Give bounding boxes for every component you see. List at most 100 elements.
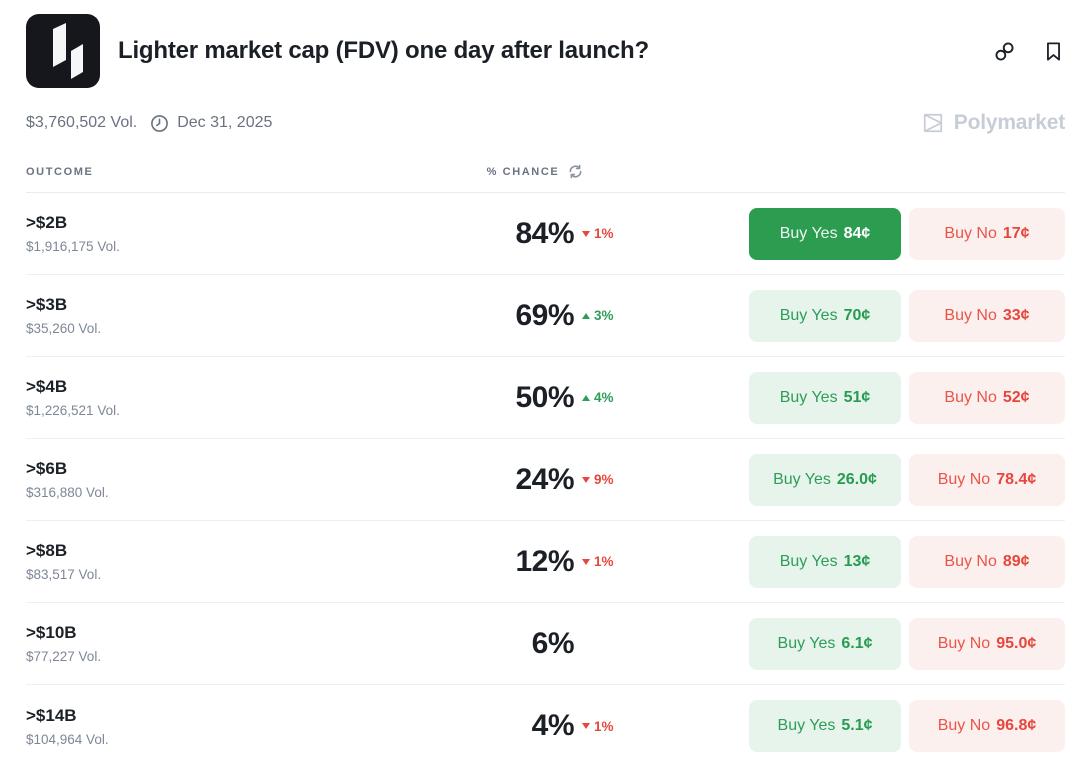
buy-no-button[interactable]: Buy No 17¢ (909, 207, 1065, 260)
chance-value: 6% (531, 626, 575, 660)
buy-yes-price: 13¢ (843, 552, 871, 570)
trade-actions: Buy Yes 70¢ Buy No 33¢ (749, 289, 1065, 342)
change-value: 1% (594, 718, 614, 734)
chance-cell: 6% (440, 627, 749, 661)
buy-no-button[interactable]: Buy No 52¢ (909, 371, 1065, 424)
clock-icon (151, 114, 169, 132)
bookmark-icon[interactable] (1042, 40, 1065, 63)
market-header: Lighter market cap (FDV) one day after l… (26, 14, 1065, 88)
market-rows: >$2B $1,916,175 Vol. 84% 1% Buy Yes 84¢ … (26, 193, 1065, 761)
market-meta: $3,760,502 Vol. Dec 31, 2025 Polymarket (26, 111, 1065, 135)
buy-no-price: 78.4¢ (996, 470, 1037, 488)
chance-change: 1% (582, 226, 630, 241)
trade-actions: Buy Yes 13¢ Buy No 89¢ (749, 535, 1065, 588)
outcome-cell: >$8B $83,517 Vol. (26, 541, 440, 582)
market-row: >$4B $1,226,521 Vol. 50% 4% Buy Yes 51¢ … (26, 357, 1065, 439)
trade-actions: Buy Yes 84¢ Buy No 17¢ (749, 207, 1065, 260)
market-row: >$2B $1,916,175 Vol. 84% 1% Buy Yes 84¢ … (26, 193, 1065, 275)
outcome-volume: $316,880 Vol. (26, 485, 109, 500)
change-arrow-icon (582, 723, 590, 729)
outcome-volume: $104,964 Vol. (26, 731, 109, 747)
header-actions (993, 40, 1065, 63)
chance-value: 24% (515, 462, 574, 496)
chance-cell: 24% 9% (440, 463, 749, 497)
buy-no-price: 17¢ (1002, 224, 1030, 242)
buy-no-label: Buy No (937, 717, 991, 734)
outcome-volume: $77,227 Vol. (26, 649, 102, 664)
chance-cell: 4% 1% (440, 709, 749, 743)
outcome-cell: >$4B $1,226,521 Vol. (26, 377, 440, 418)
buy-yes-button[interactable]: Buy Yes 51¢ (749, 371, 901, 424)
outcome-name: >$3B (26, 295, 68, 314)
market-row: >$3B $35,260 Vol. 69% 3% Buy Yes 70¢ Buy… (26, 275, 1065, 357)
outcome-cell: >$10B $77,227 Vol. (26, 623, 440, 664)
chance-value: 50% (515, 380, 574, 414)
polymarket-logo-icon (923, 113, 942, 133)
market-title: Lighter market cap (FDV) one day after l… (118, 37, 649, 64)
buy-no-button[interactable]: Buy No 89¢ (909, 535, 1065, 588)
buy-no-button[interactable]: Buy No 78.4¢ (909, 453, 1065, 506)
change-arrow-icon (582, 230, 590, 237)
market-volume: $3,760,502 Vol. (26, 114, 138, 131)
change-arrow-icon (582, 394, 590, 401)
change-arrow-icon (582, 312, 590, 319)
outcome-cell: >$6B $316,880 Vol. (26, 459, 440, 500)
buy-yes-button[interactable]: Buy Yes 26.0¢ (749, 453, 901, 506)
buy-no-price: 96.8¢ (996, 717, 1037, 734)
trade-actions: Buy Yes 5.1¢ Buy No 96.8¢ (749, 700, 1065, 752)
polymarket-brand-name: Polymarket (953, 111, 1065, 134)
market-row: >$6B $316,880 Vol. 24% 9% Buy Yes 26.0¢ … (26, 439, 1065, 521)
outcome-name: >$14B (26, 705, 77, 725)
buy-yes-label: Buy Yes (779, 552, 838, 570)
outcome-cell: >$2B $1,916,175 Vol. (26, 213, 440, 254)
buy-yes-price: 70¢ (843, 306, 871, 324)
buy-no-button[interactable]: Buy No 96.8¢ (909, 700, 1065, 752)
buy-yes-label: Buy Yes (779, 306, 838, 324)
change-value: 1% (594, 226, 614, 241)
buy-no-price: 52¢ (1002, 388, 1030, 406)
market-row: >$10B $77,227 Vol. 6% Buy Yes 6.1¢ Buy N… (26, 603, 1065, 685)
chance-cell: 50% 4% (440, 381, 749, 415)
market-row: >$8B $83,517 Vol. 12% 1% Buy Yes 13¢ Buy… (26, 521, 1065, 603)
outcome-volume: $1,916,175 Vol. (26, 239, 120, 254)
chance-change: 9% (582, 472, 630, 487)
change-arrow-icon (582, 476, 590, 483)
outcome-column-header: OUTCOME (26, 165, 94, 178)
chance-value: 84% (515, 216, 574, 250)
buy-no-button[interactable]: Buy No 95.0¢ (909, 617, 1065, 670)
buy-yes-button[interactable]: Buy Yes 5.1¢ (749, 700, 901, 752)
buy-no-button[interactable]: Buy No 33¢ (909, 289, 1065, 342)
buy-yes-button[interactable]: Buy Yes 70¢ (749, 289, 901, 342)
buy-yes-price: 84¢ (843, 224, 871, 242)
chance-cell: 12% 1% (440, 545, 749, 579)
buy-no-label: Buy No (944, 224, 997, 242)
outcome-cell: >$3B $35,260 Vol. (26, 295, 440, 336)
buy-yes-button[interactable]: Buy Yes 84¢ (749, 207, 901, 260)
buy-no-price: 89¢ (1002, 552, 1030, 570)
copy-link-icon[interactable] (993, 40, 1016, 63)
buy-no-label: Buy No (937, 634, 991, 652)
buy-yes-label: Buy Yes (779, 388, 838, 406)
table-header: OUTCOME % CHANCE (26, 164, 1065, 193)
buy-yes-button[interactable]: Buy Yes 6.1¢ (749, 617, 901, 670)
buy-no-price: 33¢ (1002, 306, 1030, 324)
change-value: 1% (594, 554, 614, 569)
chance-change: 1% (582, 554, 630, 569)
chance-value: 69% (515, 298, 574, 332)
refresh-icon[interactable] (568, 164, 583, 179)
outcome-volume: $83,517 Vol. (26, 567, 102, 582)
buy-yes-price: 51¢ (843, 388, 871, 406)
chance-column-header: % CHANCE (486, 165, 560, 178)
buy-yes-button[interactable]: Buy Yes 13¢ (749, 535, 901, 588)
buy-yes-price: 6.1¢ (841, 634, 873, 652)
trade-actions: Buy Yes 26.0¢ Buy No 78.4¢ (749, 453, 1065, 506)
outcome-name: >$8B (26, 541, 68, 560)
outcome-name: >$10B (26, 623, 77, 642)
chance-change: 4% (582, 390, 630, 405)
chance-change: 1% (582, 719, 630, 734)
buy-no-label: Buy No (944, 306, 997, 324)
market-end-date: Dec 31, 2025 (177, 114, 273, 131)
buy-yes-price: 5.1¢ (841, 717, 873, 734)
polymarket-brand[interactable]: Polymarket (921, 111, 1065, 135)
chance-change: 3% (582, 308, 630, 323)
